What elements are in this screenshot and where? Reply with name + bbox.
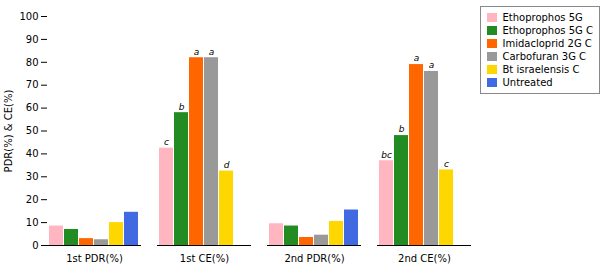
svg-text:60: 60	[26, 102, 39, 113]
svg-text:40: 40	[26, 148, 39, 159]
svg-text:80: 80	[26, 57, 39, 68]
svg-text:c: c	[164, 137, 169, 147]
svg-text:b: b	[399, 124, 405, 134]
svg-text:bc: bc	[381, 150, 392, 160]
svg-text:2nd PDR(%): 2nd PDR(%)	[284, 253, 344, 264]
html-text:Imidacloprid 2G C: Imidacloprid 2G C	[502, 38, 592, 49]
svg-text:0: 0	[32, 240, 38, 251]
svg-text:PDR(%) & CE(%): PDR(%) & CE(%)	[3, 90, 14, 173]
svg-text:1st CE(%): 1st CE(%)	[180, 253, 229, 264]
svg-text:100: 100	[19, 11, 38, 22]
svg-text:1st PDR(%): 1st PDR(%)	[66, 253, 123, 264]
html-text:Ethoprophos 5G: Ethoprophos 5G	[502, 12, 583, 23]
svg-text:10: 10	[26, 217, 39, 228]
svg-text:a: a	[194, 47, 200, 57]
svg-text:a: a	[429, 60, 435, 70]
svg-text:2nd CE(%): 2nd CE(%)	[398, 253, 451, 264]
svg-text:50: 50	[26, 125, 39, 136]
svg-text:30: 30	[26, 171, 39, 182]
svg-text:90: 90	[26, 34, 39, 45]
html-text:Carbofuran 3G C: Carbofuran 3G C	[502, 51, 586, 62]
html-text:Bt israelensis C: Bt israelensis C	[502, 64, 580, 75]
svg-text:b: b	[179, 102, 185, 112]
html-text:Ethoprophos 5G C: Ethoprophos 5G C	[502, 25, 593, 36]
svg-text:a: a	[209, 47, 215, 57]
svg-text:20: 20	[26, 194, 39, 205]
svg-text:70: 70	[26, 79, 39, 90]
html-text:Untreated: Untreated	[502, 77, 553, 88]
svg-text:a: a	[414, 53, 420, 63]
svg-text:d: d	[224, 160, 230, 170]
svg-text:c: c	[444, 159, 449, 169]
